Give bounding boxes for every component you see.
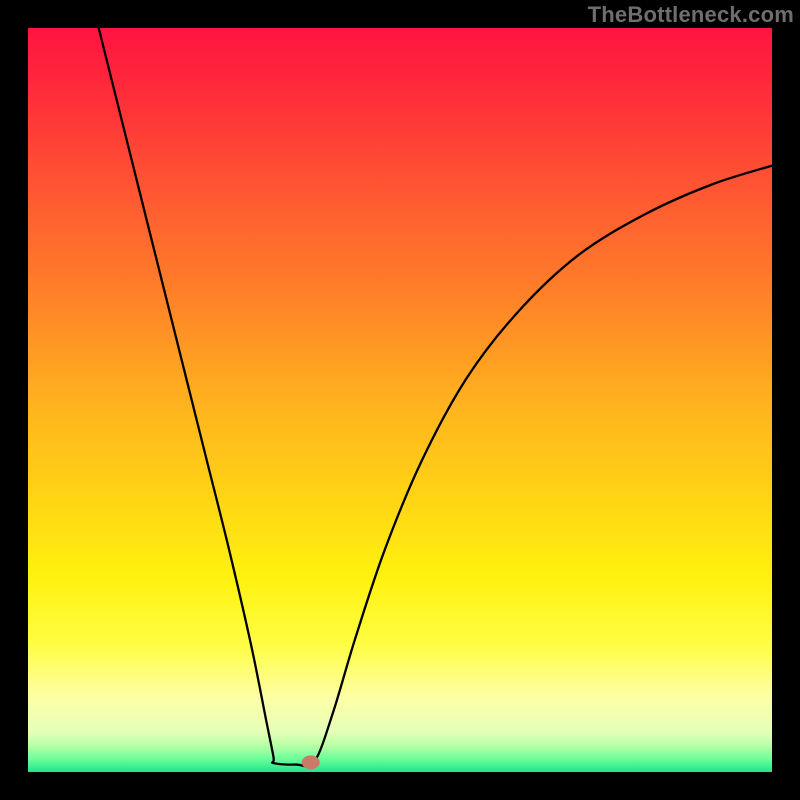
plot-svg — [28, 28, 772, 772]
watermark-text: TheBottleneck.com — [588, 2, 794, 28]
plot-area — [28, 28, 772, 772]
optimal-point-marker — [302, 755, 320, 769]
plot-background — [28, 28, 772, 772]
chart-frame: TheBottleneck.com — [0, 0, 800, 800]
